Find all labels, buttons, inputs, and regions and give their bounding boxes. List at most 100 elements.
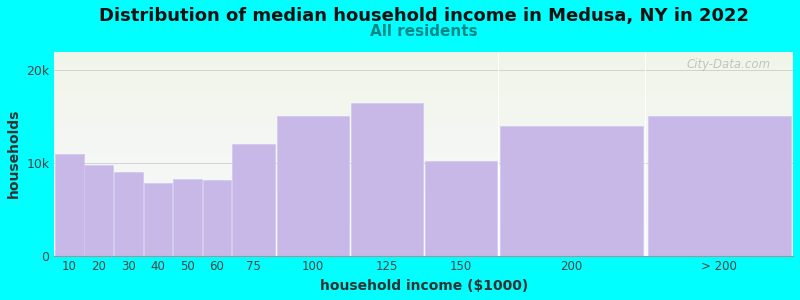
Bar [114, 172, 142, 256]
Bar [54, 164, 793, 166]
Bar [54, 90, 793, 92]
Bar [54, 98, 793, 101]
Bar [85, 165, 113, 256]
Bar [54, 217, 793, 219]
Bar [54, 237, 793, 239]
Bar [54, 174, 793, 176]
Bar [54, 231, 793, 233]
Bar [54, 202, 793, 205]
Bar [54, 129, 793, 131]
Bar [54, 235, 793, 237]
Bar [54, 139, 793, 141]
Bar [54, 252, 793, 254]
Bar [54, 143, 793, 146]
Bar [54, 92, 793, 95]
Bar [54, 200, 793, 202]
Bar [54, 86, 793, 88]
Bar [54, 199, 793, 200]
Bar [54, 180, 793, 182]
Bar [54, 176, 793, 178]
Bar [54, 123, 793, 125]
Bar [54, 133, 793, 135]
Bar [54, 182, 793, 184]
Bar [54, 156, 793, 158]
Bar [202, 181, 231, 256]
Bar [54, 209, 793, 211]
Bar [54, 221, 793, 223]
Bar [54, 96, 793, 98]
Bar [54, 82, 793, 84]
Text: All residents: All residents [370, 24, 478, 39]
Bar [54, 78, 793, 80]
Bar [54, 105, 793, 106]
Bar [54, 233, 793, 235]
Bar [54, 94, 793, 96]
Bar [54, 250, 793, 252]
Bar [54, 194, 793, 196]
Bar [54, 215, 793, 217]
Bar [54, 147, 793, 149]
Bar [54, 229, 793, 231]
Bar [54, 196, 793, 199]
Bar [54, 241, 793, 243]
Bar [54, 109, 793, 111]
Bar [54, 56, 793, 58]
Bar [54, 53, 793, 56]
Bar [54, 64, 793, 66]
Bar [54, 121, 793, 123]
Y-axis label: households: households [7, 109, 21, 198]
Bar [54, 213, 793, 215]
Title: Distribution of median household income in Medusa, NY in 2022: Distribution of median household income … [98, 7, 749, 25]
Bar [173, 178, 202, 256]
Bar [54, 66, 793, 68]
Bar [54, 168, 793, 170]
Bar [54, 106, 793, 109]
Bar [54, 80, 793, 82]
Bar [54, 227, 793, 229]
Bar [143, 183, 172, 256]
Bar [233, 144, 275, 256]
Bar [54, 207, 793, 209]
Bar [54, 70, 793, 72]
Bar [647, 116, 791, 256]
Bar [54, 52, 793, 53]
Bar [55, 154, 83, 256]
Bar [54, 117, 793, 119]
Bar [54, 137, 793, 139]
Bar [54, 62, 793, 64]
Bar [54, 60, 793, 62]
Bar [54, 58, 793, 60]
X-axis label: household income ($1000): household income ($1000) [320, 279, 528, 293]
Bar [277, 116, 349, 256]
Bar [54, 205, 793, 207]
Bar [54, 188, 793, 190]
Bar [54, 141, 793, 143]
Bar [54, 223, 793, 225]
Bar [54, 170, 793, 172]
Bar [54, 254, 793, 256]
Bar [54, 178, 793, 180]
Bar [54, 84, 793, 86]
Bar [54, 211, 793, 213]
Bar [54, 113, 793, 115]
Bar [54, 186, 793, 188]
Bar [54, 131, 793, 133]
Bar [54, 190, 793, 192]
Bar [54, 146, 793, 147]
Bar [54, 135, 793, 137]
Bar [54, 219, 793, 221]
Bar [54, 184, 793, 186]
Bar [54, 158, 793, 160]
Bar [54, 125, 793, 127]
Bar [54, 127, 793, 129]
Bar [351, 103, 422, 256]
Bar [54, 111, 793, 113]
Bar [54, 152, 793, 154]
Bar [54, 100, 793, 103]
Text: City-Data.com: City-Data.com [686, 58, 771, 70]
Bar [54, 192, 793, 194]
Bar [54, 76, 793, 78]
Bar [54, 88, 793, 90]
Bar [54, 68, 793, 70]
Bar [54, 225, 793, 227]
